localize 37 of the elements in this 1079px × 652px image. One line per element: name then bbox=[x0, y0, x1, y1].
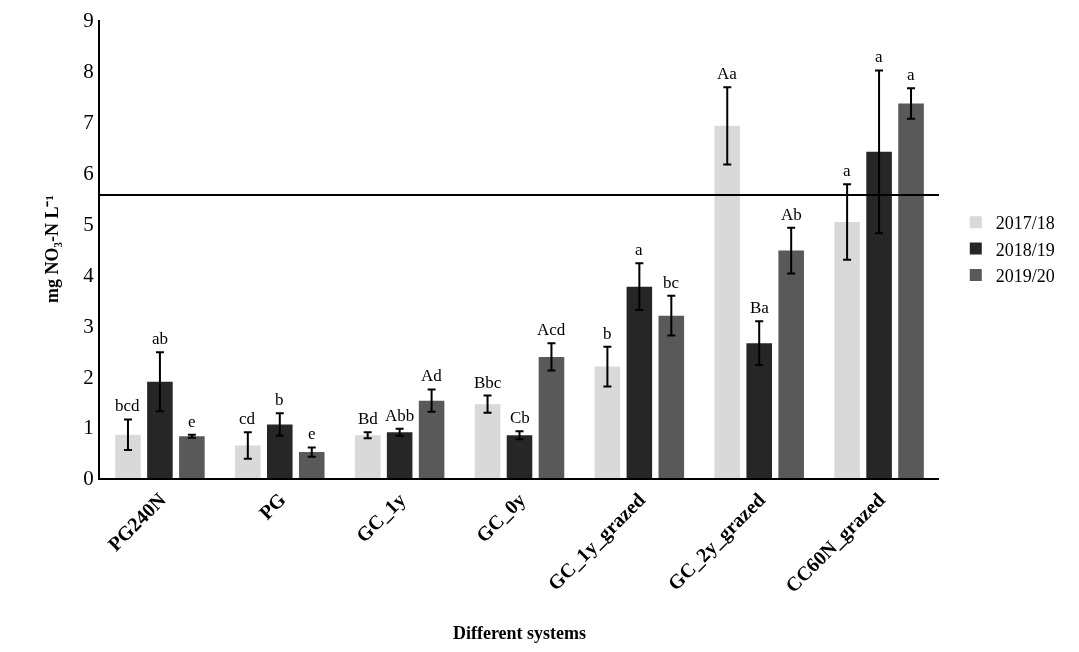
data-label: a bbox=[635, 240, 643, 259]
y-tick-label: 8 bbox=[83, 59, 94, 84]
y-tick-label: 2 bbox=[83, 364, 94, 389]
data-label: Bd bbox=[358, 409, 379, 428]
data-label: a bbox=[907, 65, 915, 84]
x-tick-label: PG bbox=[254, 488, 290, 524]
data-label: bcd bbox=[115, 396, 141, 415]
data-label: b bbox=[275, 390, 284, 409]
y-tick-label: 5 bbox=[83, 211, 94, 236]
data-label: Ad bbox=[421, 366, 443, 385]
y-tick-label: 4 bbox=[83, 262, 95, 287]
y-tick-label: 0 bbox=[83, 466, 94, 491]
data-label: b bbox=[603, 324, 612, 343]
data-label: bc bbox=[663, 273, 680, 292]
y-tick-label: 3 bbox=[83, 313, 94, 338]
legend-label: 2017/18 bbox=[995, 213, 1055, 234]
data-label: Ba bbox=[750, 298, 770, 317]
data-label: Ab bbox=[781, 205, 802, 224]
y-tick-label: 9 bbox=[83, 8, 94, 33]
y-axis-title: mg NO₃-N L⁻¹ bbox=[42, 195, 62, 303]
annotation: a bbox=[875, 47, 883, 66]
y-tick-label: 1 bbox=[83, 415, 94, 440]
data-label: ab bbox=[152, 329, 169, 348]
data-label: Bbc bbox=[474, 373, 502, 392]
data-label: e bbox=[308, 424, 316, 443]
legend-label: 2019/20 bbox=[995, 266, 1055, 287]
data-label: e bbox=[188, 412, 196, 431]
data-label: a bbox=[843, 161, 851, 180]
data-label: Aa bbox=[717, 64, 738, 83]
data-label: Cb bbox=[510, 408, 530, 427]
legend-label: 2018/19 bbox=[995, 239, 1055, 260]
data-label: cd bbox=[239, 409, 256, 428]
data-label: Abb bbox=[385, 406, 415, 425]
y-tick-label: 6 bbox=[83, 161, 94, 186]
x-axis-title: Different systems bbox=[452, 622, 587, 643]
y-tick-label: 7 bbox=[83, 110, 94, 135]
data-label: Acd bbox=[537, 320, 566, 339]
